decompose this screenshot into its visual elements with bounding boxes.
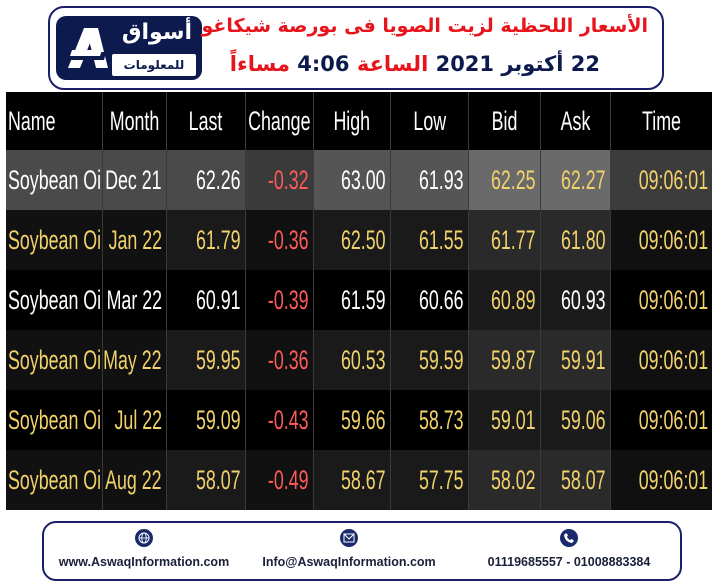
cell-low: 60.66 — [391, 270, 469, 330]
cell-high: 58.67 — [314, 450, 391, 510]
contact-footer: www.AswaqInformation.com Info@AswaqInfor… — [42, 521, 682, 581]
cell-low: 57.75 — [391, 450, 469, 510]
cell-name: Soybean Oil — [6, 330, 103, 390]
column-header-last[interactable]: Last — [167, 92, 246, 150]
cell-bid: 60.89 — [469, 270, 541, 330]
cell-last: 59.95 — [167, 330, 246, 390]
phone-contact[interactable]: 01119685557 - 01008883384 — [464, 529, 674, 569]
cell-bid: 59.87 — [469, 330, 541, 390]
date-month: أكتوبر — [501, 52, 564, 76]
page-title: الأسعار اللحظية لزيت الصويا فى بورصة شيك… — [201, 15, 648, 37]
column-header-low[interactable]: Low — [391, 92, 469, 150]
cell-bid: 61.77 — [469, 210, 541, 270]
cell-ask: 59.91 — [541, 330, 611, 390]
cell-last: 62.26 — [167, 150, 246, 210]
cell-last: 61.79 — [167, 210, 246, 270]
cell-low: 58.73 — [391, 390, 469, 450]
logo-brand-subtext: للمعلومات — [112, 54, 196, 76]
column-header-time[interactable]: Time — [642, 105, 681, 136]
cell-name: Soybean Oil — [6, 150, 103, 210]
table-row[interactable]: Soybean Oil Mar 22 60.91 -0.39 61.59 60.… — [6, 270, 712, 330]
cell-high: 59.66 — [314, 390, 391, 450]
cell-change: -0.39 — [246, 270, 314, 330]
cell-ask: 62.27 — [541, 150, 611, 210]
cell-bid: 59.01 — [469, 390, 541, 450]
cell-low: 59.59 — [391, 330, 469, 390]
cell-change: -0.36 — [246, 330, 314, 390]
aswaq-logo[interactable]: أسواق للمعلومات — [56, 16, 202, 80]
website-contact[interactable]: www.AswaqInformation.com — [54, 529, 234, 569]
cell-high: 63.00 — [314, 150, 391, 210]
cell-high: 60.53 — [314, 330, 391, 390]
website-link[interactable]: www.AswaqInformation.com — [58, 555, 230, 569]
cell-last: 59.09 — [167, 390, 246, 450]
cell-month: May 22 — [103, 330, 167, 390]
cell-change: -0.49 — [246, 450, 314, 510]
cell-time: 09:06:01 — [611, 210, 712, 270]
table-row[interactable]: Soybean Oil Aug 22 58.07 -0.49 58.67 57.… — [6, 450, 712, 510]
column-header-bid[interactable]: Bid — [469, 92, 541, 150]
time-period: مساءاً — [229, 52, 290, 76]
cell-high: 61.59 — [314, 270, 391, 330]
cell-low: 61.93 — [391, 150, 469, 210]
table-row[interactable]: Soybean Oil Jul 22 59.09 -0.43 59.66 58.… — [6, 390, 712, 450]
column-header-change[interactable]: Change — [246, 92, 314, 150]
cell-month: Aug 22 — [103, 450, 167, 510]
column-header-name[interactable]: Name — [6, 92, 103, 150]
email-link[interactable]: Info@AswaqInformation.com — [262, 555, 436, 569]
column-header-high[interactable]: High — [314, 92, 391, 150]
globe-icon — [135, 529, 153, 547]
cell-ask: 61.80 — [541, 210, 611, 270]
cell-ask: 59.06 — [541, 390, 611, 450]
email-contact[interactable]: Info@AswaqInformation.com — [254, 529, 444, 569]
date-year: 2021 — [435, 52, 495, 76]
cell-name: Soybean Oil — [6, 270, 103, 330]
date-day: 22 — [570, 52, 600, 76]
cell-time: 09:06:01 — [611, 330, 712, 390]
cell-time: 09:06:01 — [638, 404, 708, 435]
mail-icon — [340, 529, 358, 547]
cell-change: -0.43 — [246, 390, 314, 450]
cell-month: Jul 22 — [103, 390, 167, 450]
logo-mark-icon — [64, 28, 108, 68]
cell-month: Mar 22 — [103, 270, 167, 330]
cell-last: 58.07 — [167, 450, 246, 510]
cell-low: 61.55 — [391, 210, 469, 270]
cell-last: 60.91 — [167, 270, 246, 330]
date-time-line: 22 أكتوبر 2021 الساعة 4:06 مساءاً — [230, 52, 600, 76]
cell-time: 09:06:01 — [611, 150, 712, 210]
cell-name: Soybean Oil — [6, 450, 103, 510]
column-header-month[interactable]: Month — [103, 92, 167, 150]
time-label: الساعة — [356, 52, 429, 76]
phone-numbers[interactable]: 01119685557 - 01008883384 — [487, 555, 651, 569]
cell-ask: 60.93 — [541, 270, 611, 330]
cell-time: 09:06:01 — [638, 284, 708, 315]
cell-change: -0.36 — [246, 210, 314, 270]
table-row[interactable]: Soybean Oil Dec 21 62.26 -0.32 63.00 61.… — [6, 150, 712, 210]
cell-name: Soybean Oil — [6, 210, 103, 270]
phone-icon — [560, 529, 578, 547]
quotes-table: Name Month Last Change High Low Bid Ask … — [6, 92, 712, 510]
table-row[interactable]: Soybean Oil Jan 22 61.79 -0.36 62.50 61.… — [6, 210, 712, 270]
cell-high: 62.50 — [314, 210, 391, 270]
cell-bid: 58.02 — [469, 450, 541, 510]
logo-brand-text: أسواق — [121, 20, 192, 45]
time-value: 4:06 — [297, 52, 350, 76]
cell-name: Soybean Oil — [6, 390, 103, 450]
cell-change: -0.32 — [246, 150, 314, 210]
table-row[interactable]: Soybean Oil May 22 59.95 -0.36 60.53 59.… — [6, 330, 712, 390]
cell-time: 09:06:01 — [611, 450, 712, 510]
cell-ask: 58.07 — [541, 450, 611, 510]
cell-bid: 62.25 — [469, 150, 541, 210]
cell-month: Jan 22 — [103, 210, 167, 270]
header-card: أسواق للمعلومات الأسعار اللحظية لزيت الص… — [48, 6, 664, 90]
cell-month: Dec 21 — [103, 150, 167, 210]
table-header-row: Name Month Last Change High Low Bid Ask … — [6, 92, 712, 150]
column-header-ask[interactable]: Ask — [541, 92, 611, 150]
